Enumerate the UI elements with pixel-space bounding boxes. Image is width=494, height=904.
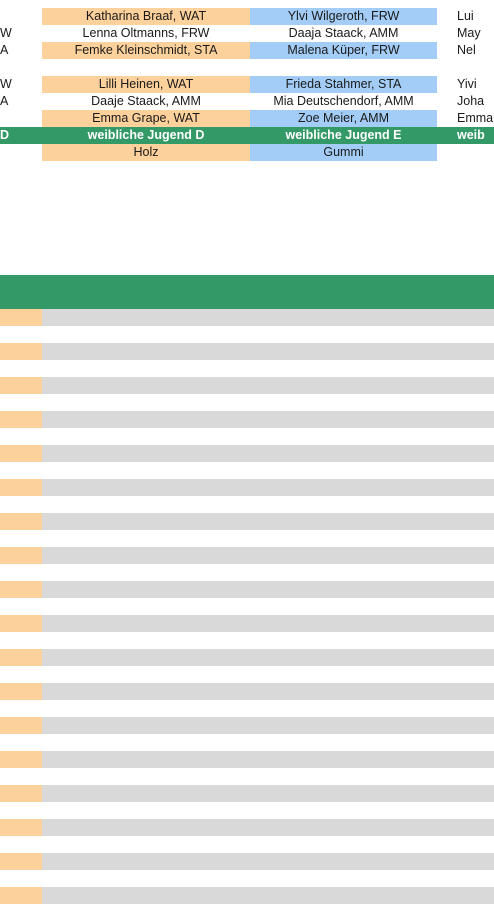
table-cell[interactable]: D (0, 128, 10, 142)
table-cell[interactable] (42, 615, 494, 632)
table-cell[interactable] (42, 717, 494, 734)
table-cell[interactable] (42, 343, 494, 360)
table-header-band[interactable] (0, 275, 494, 309)
table-cell[interactable]: Malena Küper, FRW (250, 42, 437, 59)
table-cell[interactable]: Lui (457, 9, 474, 23)
table-cell[interactable] (42, 649, 494, 666)
table-row[interactable] (0, 649, 494, 666)
table-cell[interactable] (42, 683, 494, 700)
table-row[interactable] (0, 479, 494, 496)
table-cell[interactable] (0, 377, 42, 394)
table-cell[interactable] (42, 853, 494, 870)
table-cell[interactable] (42, 887, 494, 904)
table-row: Holz Gummi (0, 144, 494, 161)
table-cell[interactable]: Gummi (250, 144, 437, 161)
category-header-row: D weibliche Jugend D weibliche Jugend E … (0, 127, 494, 144)
table-cell[interactable] (0, 683, 42, 700)
table-row[interactable] (0, 411, 494, 428)
table-cell[interactable]: Femke Kleinschmidt, STA (42, 42, 250, 59)
table-row[interactable] (0, 377, 494, 394)
table-row[interactable] (0, 887, 494, 904)
table-cell[interactable] (0, 887, 42, 904)
table-cell[interactable] (42, 785, 494, 802)
table-cell[interactable] (42, 581, 494, 598)
table-cell[interactable]: Ylvi Wilgeroth, FRW (250, 8, 437, 25)
table-row[interactable] (0, 819, 494, 836)
table-row[interactable] (0, 309, 494, 326)
table-cell[interactable]: Lenna Oltmanns, FRW (82, 26, 210, 40)
table-cell[interactable] (0, 649, 42, 666)
table-row[interactable] (0, 853, 494, 870)
table-cell[interactable] (42, 309, 494, 326)
table-row[interactable] (0, 581, 494, 598)
table-cell[interactable]: weibliche Jugend E (285, 128, 402, 142)
table-cell[interactable] (0, 581, 42, 598)
table-row[interactable] (0, 751, 494, 768)
table-cell[interactable] (42, 819, 494, 836)
table-row[interactable] (0, 513, 494, 530)
table-row: A Daaje Staack, AMM Mia Deutschendorf, A… (0, 93, 494, 110)
table-cell[interactable]: Daaje Staack, AMM (91, 94, 201, 108)
table-cell[interactable] (0, 751, 42, 768)
table-cell[interactable] (42, 751, 494, 768)
table-cell[interactable] (42, 445, 494, 462)
table-cell[interactable] (0, 717, 42, 734)
table-cell[interactable]: A (0, 43, 9, 57)
table-row: Emma Grape, WAT Zoe Meier, AMM Emma (0, 110, 494, 127)
table-cell[interactable] (0, 819, 42, 836)
table-cell[interactable]: Lilli Heinen, WAT (42, 76, 250, 93)
table-row[interactable] (0, 445, 494, 462)
table-cell[interactable]: A (0, 94, 9, 108)
table-cell[interactable] (0, 785, 42, 802)
table-cell[interactable]: weib (457, 128, 485, 142)
table-cell[interactable] (0, 309, 42, 326)
table-cell[interactable] (42, 411, 494, 428)
table-row: A Femke Kleinschmidt, STA Malena Küper, … (0, 42, 494, 59)
table-cell[interactable] (0, 479, 42, 496)
table-cell[interactable]: Mia Deutschendorf, AMM (273, 94, 414, 108)
table-cell[interactable]: Holz (42, 144, 250, 161)
table-cell[interactable]: Joha (457, 94, 485, 108)
table-cell[interactable] (42, 479, 494, 496)
table-cell[interactable]: weibliche Jugend D (87, 128, 205, 142)
table-row[interactable] (0, 343, 494, 360)
table-cell[interactable]: W (0, 26, 12, 40)
table-cell[interactable]: Katharina Braaf, WAT (42, 8, 250, 25)
table-cell[interactable] (0, 547, 42, 564)
table-row[interactable] (0, 547, 494, 564)
table-cell[interactable]: Daaja Staack, AMM (288, 26, 399, 40)
table-row[interactable] (0, 615, 494, 632)
table-cell[interactable] (0, 853, 42, 870)
table-cell[interactable]: Yivi (457, 77, 477, 91)
table-cell[interactable]: May (457, 26, 481, 40)
table-cell[interactable]: Emma (457, 111, 494, 125)
table-row: Katharina Braaf, WAT Ylvi Wilgeroth, FRW… (0, 8, 494, 25)
table-row[interactable] (0, 683, 494, 700)
table-cell[interactable] (0, 445, 42, 462)
table-row[interactable] (0, 785, 494, 802)
table-row: W Lenna Oltmanns, FRW Daaja Staack, AMM … (0, 25, 494, 42)
table-cell[interactable] (0, 513, 42, 530)
table-cell[interactable] (0, 615, 42, 632)
table-cell[interactable]: Nel (457, 43, 476, 57)
table-cell[interactable] (42, 377, 494, 394)
table-row[interactable] (0, 717, 494, 734)
table-cell[interactable] (0, 411, 42, 428)
table-cell[interactable]: W (0, 77, 12, 91)
table-cell[interactable] (0, 343, 42, 360)
table-cell[interactable] (42, 513, 494, 530)
table-cell[interactable]: Frieda Stahmer, STA (250, 76, 437, 93)
table-cell[interactable]: Zoe Meier, AMM (250, 110, 437, 127)
table-cell[interactable]: Emma Grape, WAT (42, 110, 250, 127)
table-row: W Lilli Heinen, WAT Frieda Stahmer, STA … (0, 76, 494, 93)
table-cell[interactable] (42, 547, 494, 564)
